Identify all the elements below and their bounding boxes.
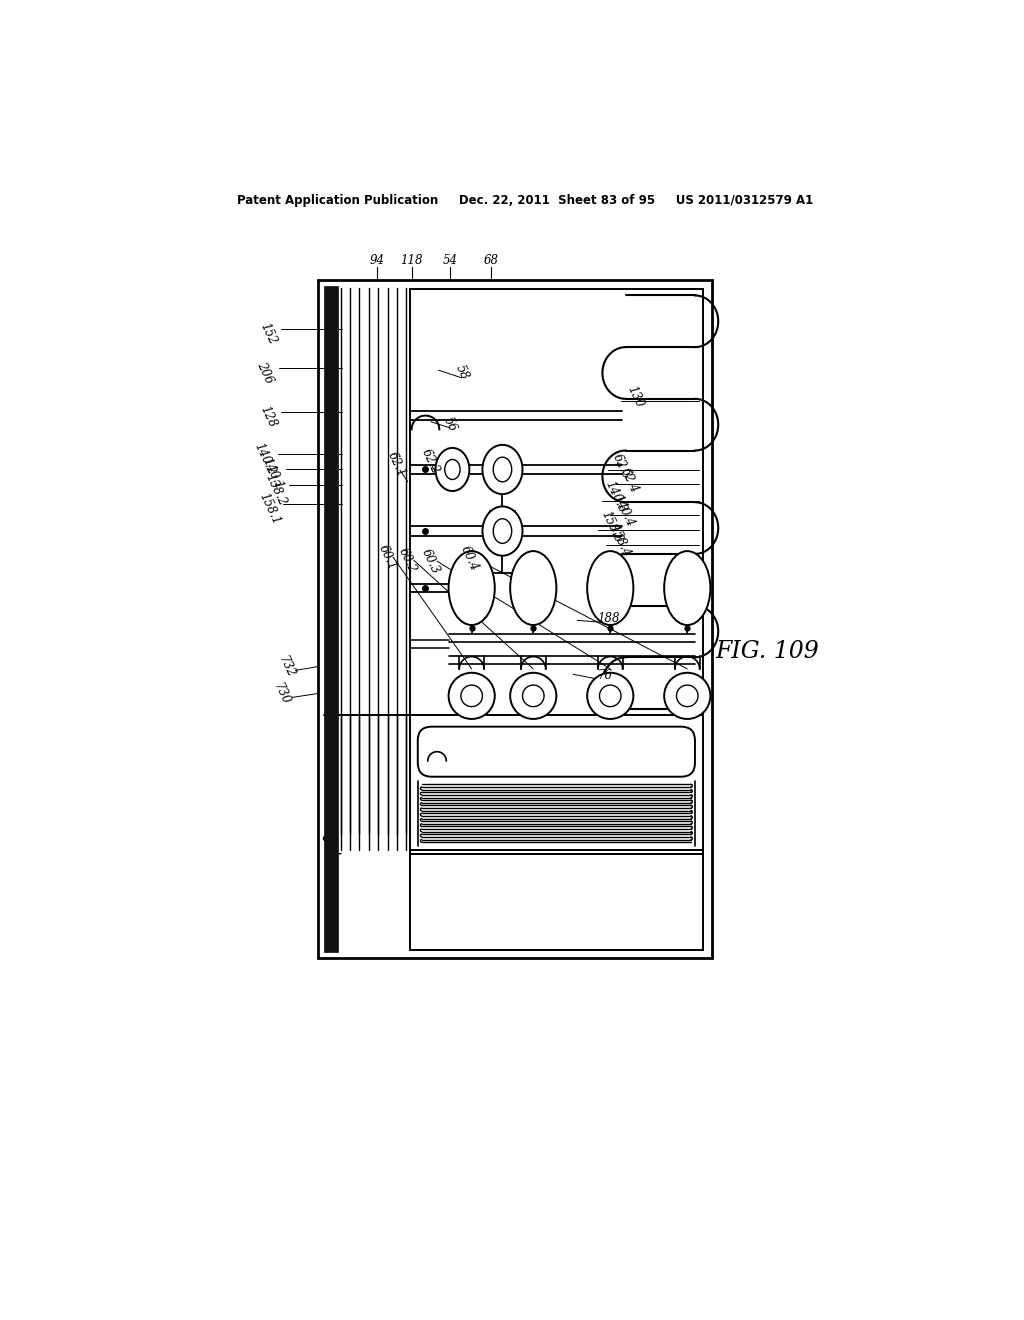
Circle shape <box>665 673 711 719</box>
Bar <box>410 854 702 950</box>
Text: 62.4: 62.4 <box>618 466 641 495</box>
Text: 152: 152 <box>257 321 279 347</box>
Ellipse shape <box>494 519 512 544</box>
Text: 60.2: 60.2 <box>396 545 419 576</box>
Text: 158.3: 158.3 <box>599 508 625 545</box>
Text: 60.3: 60.3 <box>420 546 442 576</box>
Text: 62.2: 62.2 <box>420 446 442 475</box>
Text: 56: 56 <box>441 414 459 433</box>
Text: 68: 68 <box>483 255 499 268</box>
Ellipse shape <box>482 445 522 494</box>
Text: 60.1: 60.1 <box>376 543 398 572</box>
Circle shape <box>599 685 621 706</box>
Ellipse shape <box>444 459 460 479</box>
Text: 62.1: 62.1 <box>385 450 408 479</box>
Text: 188: 188 <box>597 612 620 626</box>
Circle shape <box>677 685 698 706</box>
Text: 140.3: 140.3 <box>603 479 629 515</box>
Text: 730: 730 <box>270 681 292 706</box>
Bar <box>317 280 712 958</box>
Bar <box>324 286 338 952</box>
FancyBboxPatch shape <box>418 726 695 776</box>
Ellipse shape <box>665 552 711 626</box>
Text: 76: 76 <box>597 669 612 682</box>
Text: 130: 130 <box>625 384 645 411</box>
Circle shape <box>522 685 544 706</box>
Text: 94: 94 <box>370 255 384 268</box>
Text: 138.2: 138.2 <box>262 471 289 508</box>
Text: 158.1: 158.1 <box>256 491 283 527</box>
Text: 140.2: 140.2 <box>252 441 278 477</box>
Text: FIG. 109: FIG. 109 <box>716 640 819 663</box>
Ellipse shape <box>482 507 522 556</box>
Text: 732: 732 <box>275 653 297 680</box>
Bar <box>410 289 702 949</box>
Text: 54: 54 <box>442 255 458 268</box>
Text: 128: 128 <box>257 404 279 429</box>
Text: Patent Application Publication     Dec. 22, 2011  Sheet 83 of 95     US 2011/031: Patent Application Publication Dec. 22, … <box>237 194 813 207</box>
Ellipse shape <box>587 552 634 626</box>
Text: 158.4: 158.4 <box>606 523 633 560</box>
Ellipse shape <box>449 552 495 626</box>
Text: 118: 118 <box>400 255 423 268</box>
Text: 206: 206 <box>255 359 275 385</box>
Text: 62.3: 62.3 <box>610 451 633 480</box>
Circle shape <box>510 673 556 719</box>
Circle shape <box>461 685 482 706</box>
Ellipse shape <box>510 552 556 626</box>
Circle shape <box>587 673 634 719</box>
Text: 60.4: 60.4 <box>458 544 481 573</box>
Text: 140.1: 140.1 <box>259 455 286 492</box>
Ellipse shape <box>494 457 512 482</box>
Text: 140.4: 140.4 <box>610 492 636 529</box>
Circle shape <box>449 673 495 719</box>
Text: 58: 58 <box>453 363 471 381</box>
Ellipse shape <box>435 447 469 491</box>
